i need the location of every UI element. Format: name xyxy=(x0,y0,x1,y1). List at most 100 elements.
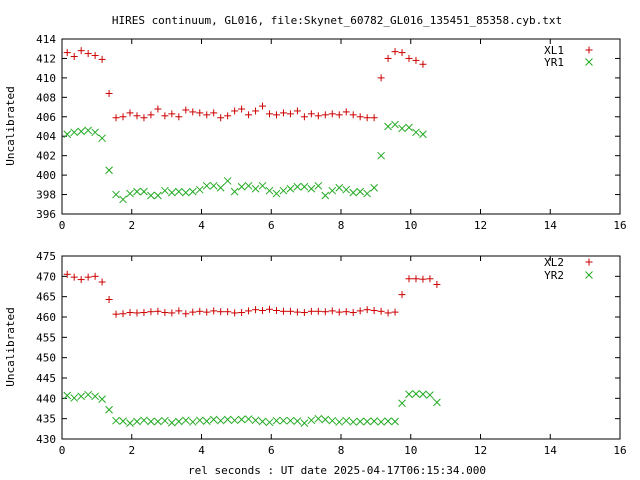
data-point-xl1 xyxy=(335,111,343,119)
data-point-yr1 xyxy=(140,187,148,196)
data-point-yr1 xyxy=(335,183,344,192)
data-point-yr1 xyxy=(112,190,120,199)
y-tick-label: 445 xyxy=(36,372,56,385)
data-point-yr2 xyxy=(391,417,399,426)
data-point-xl1 xyxy=(307,110,315,118)
data-point-yr2 xyxy=(237,415,246,424)
data-point-xl1 xyxy=(349,111,357,119)
data-point-yr2 xyxy=(105,405,113,414)
data-point-xl1 xyxy=(252,107,260,115)
data-point-yr1 xyxy=(279,186,288,195)
data-point-yr2 xyxy=(91,392,99,401)
x-axis-label: rel seconds : UT date 2025-04-17T06:15:3… xyxy=(188,464,486,477)
data-point-xl1 xyxy=(154,105,162,113)
data-point-xl1 xyxy=(91,52,99,60)
data-point-xl1 xyxy=(398,49,406,57)
x-tick-label: 0 xyxy=(59,444,66,457)
data-point-yr2 xyxy=(419,390,427,399)
data-point-xl1 xyxy=(168,110,176,118)
data-point-xl1 xyxy=(391,48,399,56)
x-tick-label: 8 xyxy=(338,219,345,232)
data-point-xl1 xyxy=(328,110,336,118)
data-point-xl2 xyxy=(217,308,225,316)
y-tick-label: 410 xyxy=(36,72,56,85)
data-point-xl2 xyxy=(370,306,378,314)
data-point-xl2 xyxy=(321,308,329,316)
legend-marker-plus xyxy=(585,46,593,54)
data-point-yr1 xyxy=(300,182,309,191)
data-point-yr1 xyxy=(356,187,365,196)
data-point-yr2 xyxy=(230,416,239,425)
x-tick-label: 4 xyxy=(198,219,205,232)
legend-label-yr2: YR2 xyxy=(544,269,564,282)
data-point-yr1 xyxy=(195,185,204,194)
data-point-yr1 xyxy=(63,130,72,139)
data-point-xl2 xyxy=(272,306,280,314)
data-point-xl2 xyxy=(356,307,364,315)
data-point-xl2 xyxy=(405,275,413,283)
data-point-yr1 xyxy=(133,187,141,196)
data-point-xl1 xyxy=(314,112,322,120)
data-point-xl2 xyxy=(286,307,294,315)
data-point-xl1 xyxy=(384,54,392,62)
data-point-xl1 xyxy=(217,114,225,122)
data-point-yr2 xyxy=(223,415,232,424)
data-point-yr2 xyxy=(265,418,274,427)
data-point-yr2 xyxy=(244,415,253,423)
data-point-xl2 xyxy=(105,296,113,304)
data-point-xl2 xyxy=(203,308,211,316)
data-point-xl1 xyxy=(112,114,120,122)
data-point-yr1 xyxy=(119,195,127,204)
data-point-xl2 xyxy=(314,307,322,315)
data-point-xl2 xyxy=(419,275,427,283)
legend-label-yr1: YR1 xyxy=(544,56,564,69)
y-tick-label: 396 xyxy=(36,208,56,221)
data-point-xl1 xyxy=(224,112,232,120)
data-point-xl2 xyxy=(77,276,85,284)
data-point-xl2 xyxy=(363,306,371,314)
data-point-xl1 xyxy=(77,47,85,55)
y-tick-label: 400 xyxy=(36,169,56,182)
data-point-xl2 xyxy=(238,309,246,317)
data-point-yr2 xyxy=(147,417,155,426)
data-point-yr2 xyxy=(370,417,378,425)
data-point-yr1 xyxy=(272,189,281,198)
data-point-yr2 xyxy=(154,417,162,426)
data-point-yr1 xyxy=(377,151,385,160)
data-point-yr1 xyxy=(265,186,274,195)
data-point-xl1 xyxy=(259,102,267,110)
data-point-yr1 xyxy=(321,191,330,200)
data-point-xl2 xyxy=(224,308,232,316)
data-point-yr2 xyxy=(181,416,190,425)
data-point-xl1 xyxy=(266,110,274,118)
data-point-yr1 xyxy=(230,187,239,196)
data-point-yr2 xyxy=(433,398,441,407)
data-point-xl1 xyxy=(279,109,287,117)
data-point-yr2 xyxy=(161,416,169,425)
data-point-yr2 xyxy=(377,418,385,426)
y-tick-label: 435 xyxy=(36,413,56,426)
data-point-yr2 xyxy=(168,418,176,427)
data-point-xl2 xyxy=(154,307,162,315)
data-point-xl2 xyxy=(231,309,239,317)
data-point-yr2 xyxy=(349,418,358,426)
y-tick-label: 398 xyxy=(36,189,56,202)
data-point-xl1 xyxy=(377,74,385,82)
data-point-xl1 xyxy=(147,111,155,119)
data-point-yr2 xyxy=(335,418,344,426)
data-point-xl2 xyxy=(161,309,169,317)
y-tick-label: 408 xyxy=(36,91,56,104)
data-point-xl1 xyxy=(300,113,308,121)
data-point-xl1 xyxy=(272,111,280,119)
data-point-xl2 xyxy=(126,309,134,317)
y-tick-label: 412 xyxy=(36,52,56,65)
data-point-yr1 xyxy=(293,182,302,191)
y-tick-label: 430 xyxy=(36,433,56,446)
data-point-yr2 xyxy=(209,415,218,424)
data-point-yr2 xyxy=(300,419,309,427)
data-point-xl1 xyxy=(231,107,239,115)
data-point-xl2 xyxy=(245,307,253,315)
x-tick-label: 10 xyxy=(404,219,417,232)
data-point-yr1 xyxy=(147,191,155,200)
